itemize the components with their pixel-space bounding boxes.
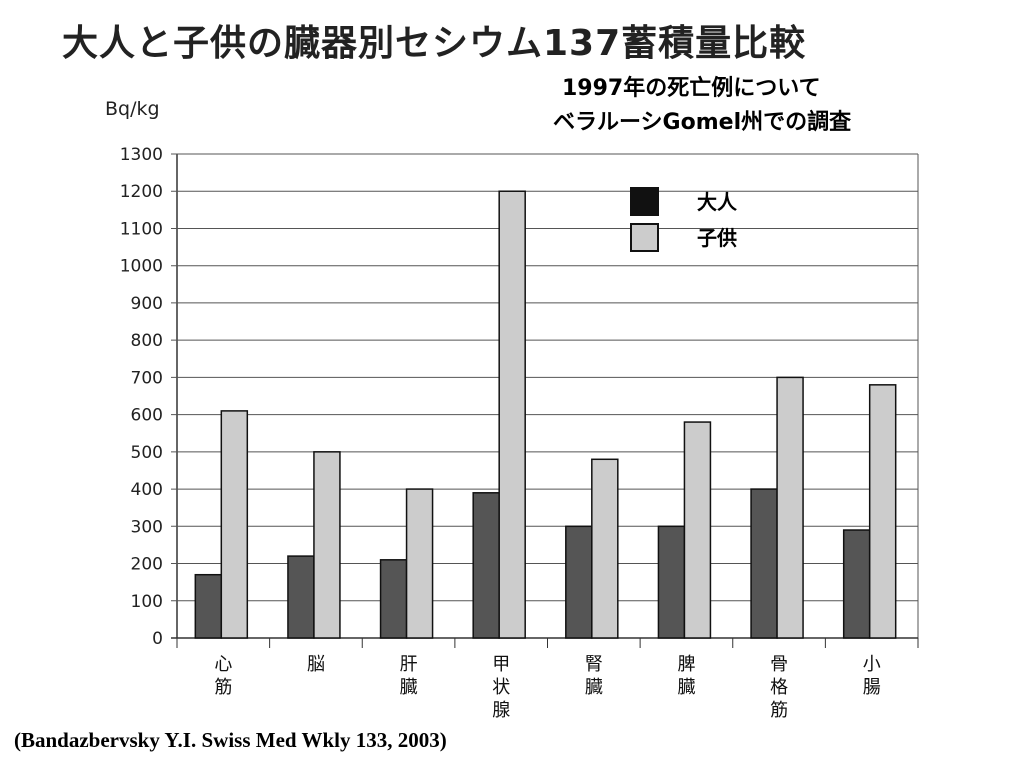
y-tick-label: 700 xyxy=(131,368,163,388)
bar-child xyxy=(313,451,341,639)
y-tick-label: 800 xyxy=(131,331,163,351)
y-tick-label: 200 xyxy=(131,555,163,575)
bar-child xyxy=(498,190,526,639)
legend-label: 大人 xyxy=(697,190,738,214)
x-category-label: 肝臓 xyxy=(400,654,418,698)
legend-label: 子供 xyxy=(697,226,737,250)
y-tick-label: 500 xyxy=(131,443,163,463)
bars xyxy=(194,190,897,639)
x-category-label: 甲状腺 xyxy=(492,654,510,721)
bar-adult xyxy=(842,529,871,639)
x-axis-categories: 心筋 脳 肝臓 甲状腺 腎臓 脾臓 骨格筋 小腸 xyxy=(214,654,880,721)
y-axis-ticks: 0 100 200 300 400 500 600 700 800 900 1000 1100 1200… xyxy=(120,145,163,649)
legend-swatch xyxy=(630,187,659,216)
bar-adult xyxy=(565,525,593,639)
bar-adult xyxy=(657,525,686,639)
chart-subtitle-line1: 1997年の死亡例について xyxy=(562,76,821,101)
y-tick-label: 300 xyxy=(131,517,163,537)
y-axis-unit-label: Bq/kg xyxy=(105,98,160,120)
bar-adult xyxy=(287,555,315,639)
x-category-label: 骨格筋 xyxy=(770,654,788,721)
grid-lines xyxy=(171,153,919,648)
y-tick-label: 1300 xyxy=(120,145,163,165)
legend-swatch xyxy=(630,223,659,252)
y-tick-label: 400 xyxy=(131,480,163,500)
y-tick-label: 900 xyxy=(131,294,163,314)
y-tick-label: 600 xyxy=(131,406,163,426)
bar-adult xyxy=(750,488,778,639)
x-category-label: 脾臓 xyxy=(677,654,695,698)
x-category-label: 心筋 xyxy=(214,654,232,698)
bar-child xyxy=(868,384,897,639)
x-category-label: 腎臓 xyxy=(585,654,603,698)
x-category-label: 小腸 xyxy=(863,654,881,698)
bar-child xyxy=(776,376,804,639)
citation: (Bandazbervsky Y.I. Swiss Med Wkly 133, … xyxy=(14,728,447,752)
bar-adult xyxy=(379,559,408,639)
bar-child xyxy=(220,410,249,639)
y-tick-label: 1200 xyxy=(120,182,163,202)
y-tick-label: 1000 xyxy=(120,257,163,277)
y-tick-label: 100 xyxy=(131,592,163,612)
chart-subtitle-line2: ベラルーシGomel州での調査 xyxy=(553,110,852,135)
bar-child xyxy=(683,421,712,639)
bar-adult xyxy=(472,492,500,639)
bar-child xyxy=(405,488,434,639)
page-title: 大人と子供の臓器別セシウム137蓄積量比較 xyxy=(62,23,807,64)
x-category-label: 脳 xyxy=(307,654,325,675)
bar-child xyxy=(591,458,619,639)
y-tick-label: 1100 xyxy=(120,219,163,239)
bar-adult xyxy=(194,573,223,639)
y-tick-label: 0 xyxy=(152,629,163,649)
